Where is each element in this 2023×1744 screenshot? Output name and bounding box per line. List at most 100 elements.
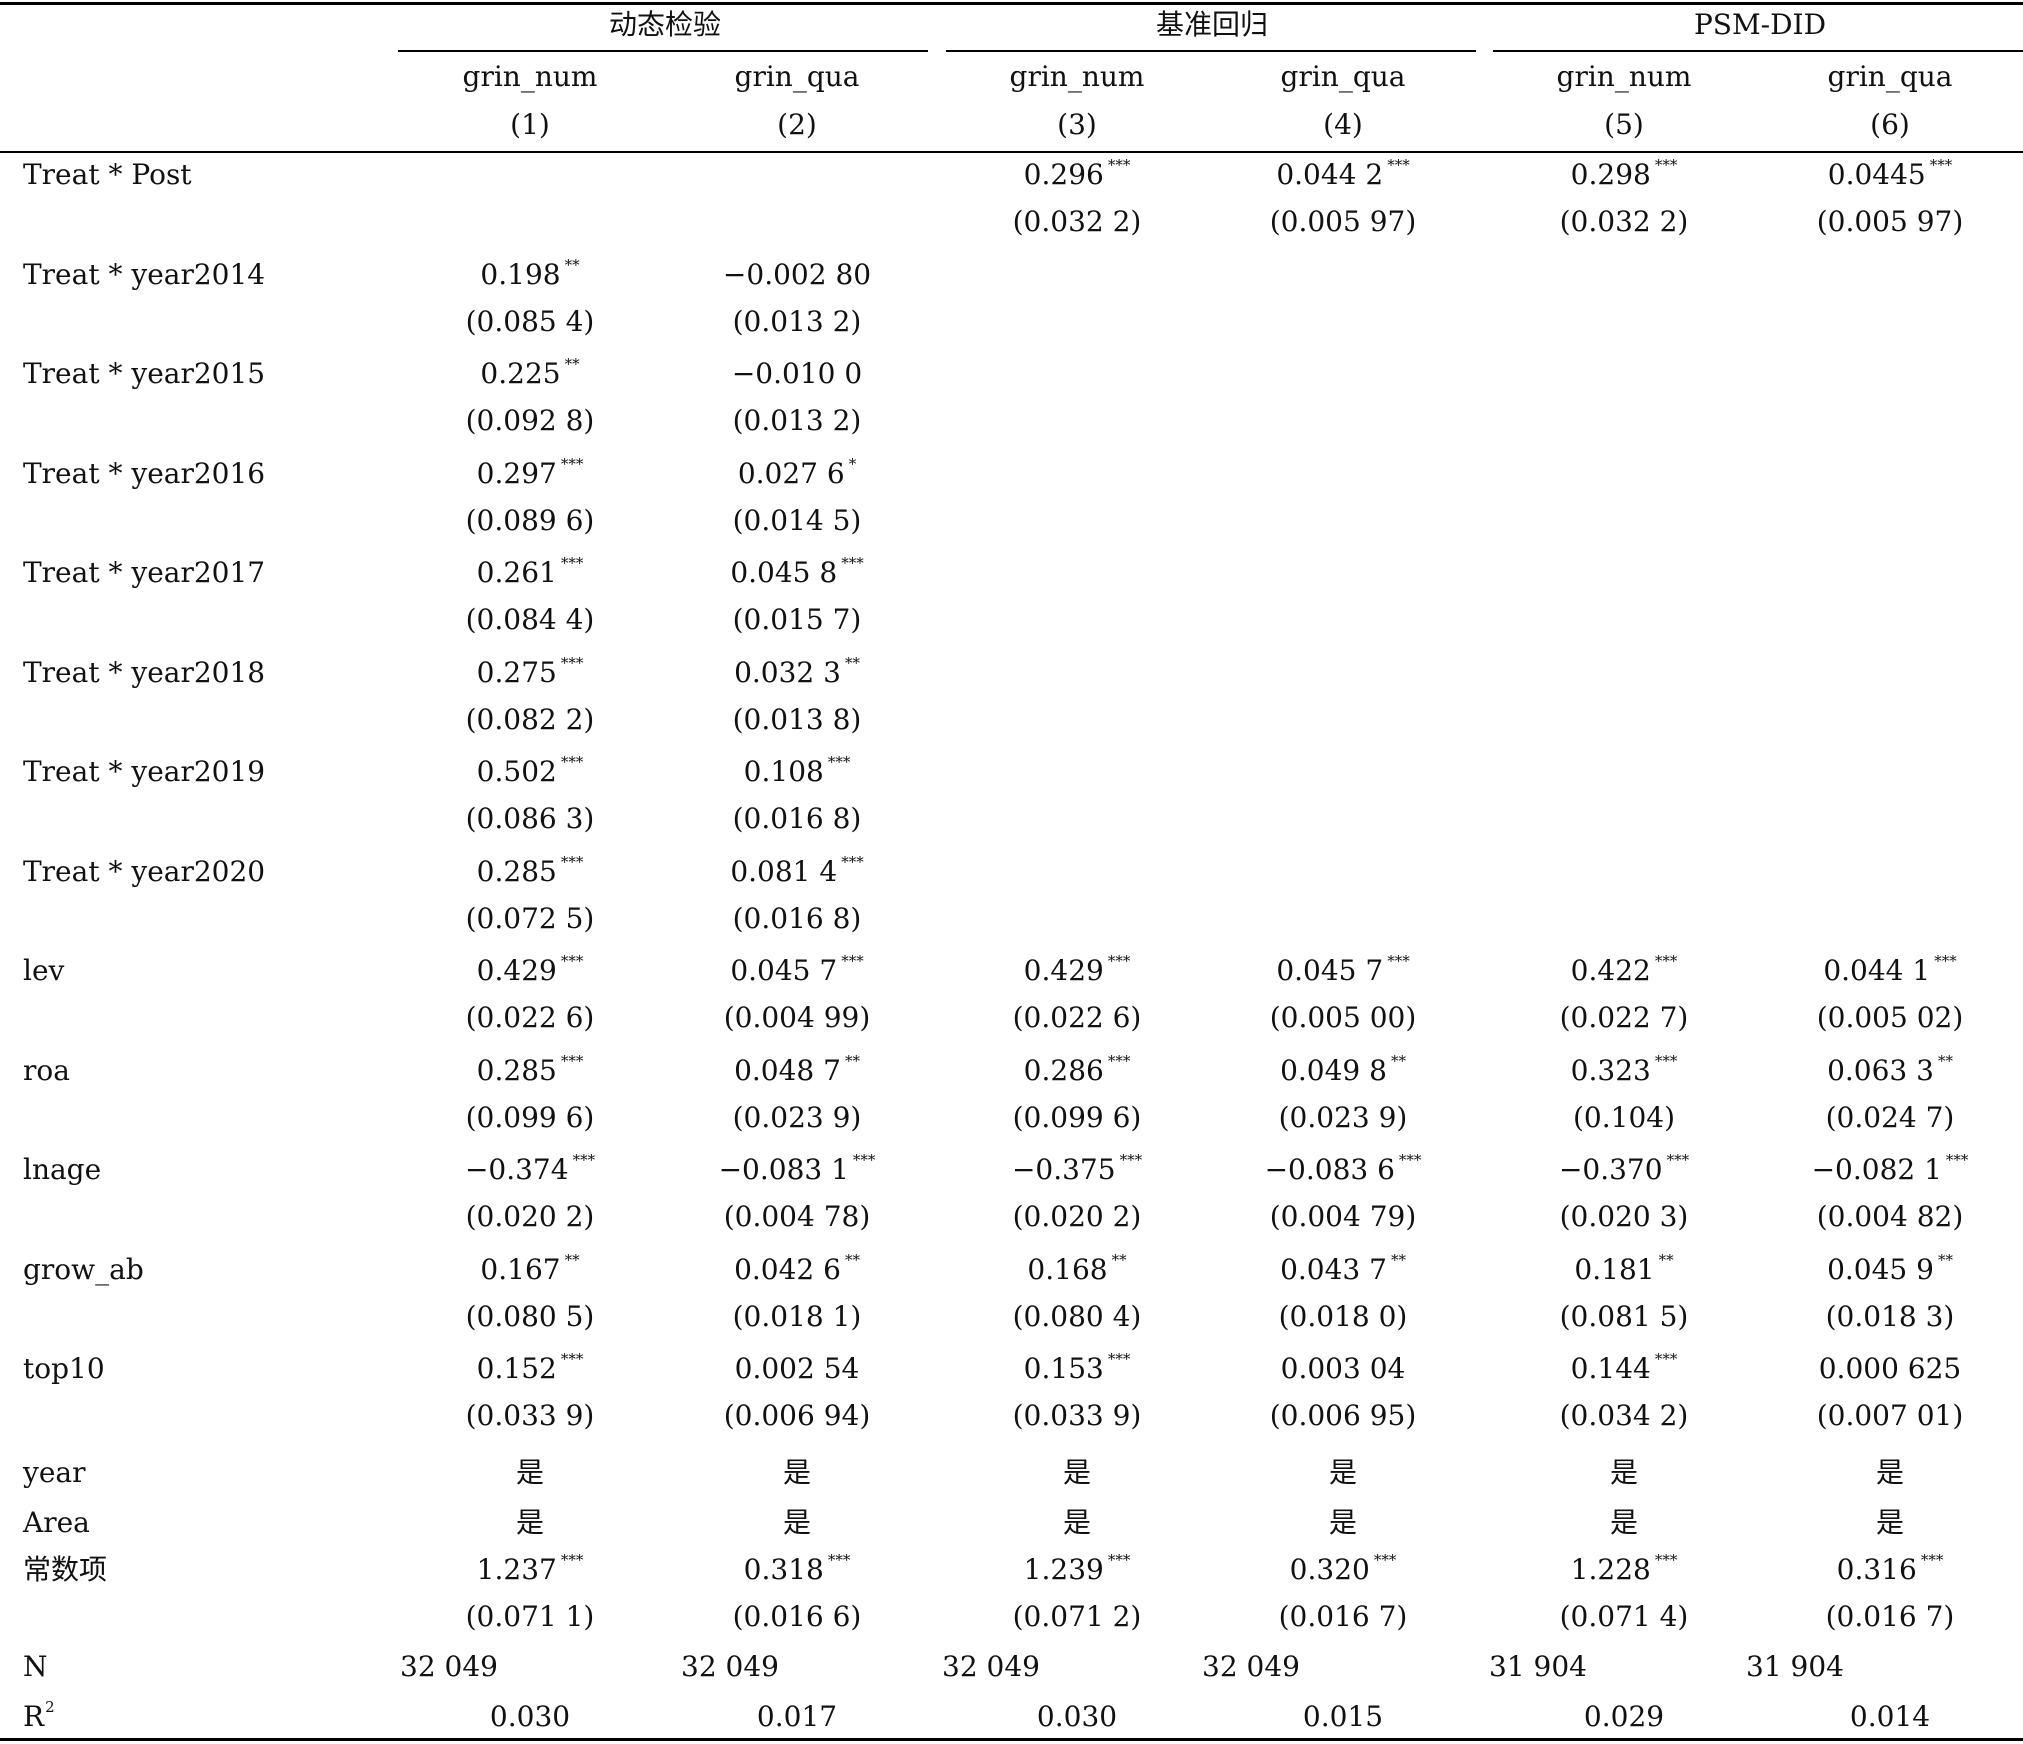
column-num-2: (2) xyxy=(777,108,817,141)
coef-cell: 0.181 ** xyxy=(1574,1251,1673,1291)
significance-stars: *** xyxy=(1654,156,1678,174)
fixed-effect-cell: 是 xyxy=(1062,1506,1092,1539)
significance-stars: *** xyxy=(1654,1051,1678,1070)
std-error-cell: (0.016 8) xyxy=(732,901,862,935)
coef-cell: 0.286 *** xyxy=(1024,1051,1131,1092)
std-error-cell: (0.020 2) xyxy=(465,1200,595,1233)
coef-value: −0.375 xyxy=(1011,1153,1116,1186)
std-error-cell: (0.007 01) xyxy=(1816,1399,1964,1432)
coef-value: 0.045 8 xyxy=(730,556,838,589)
coef-cell: 0.422 *** xyxy=(1570,952,1678,992)
coef-cell: 0.198 ** xyxy=(480,256,579,296)
significance-stars: *** xyxy=(1654,1350,1678,1368)
fixed-effect-cell: 是 xyxy=(1328,1456,1358,1489)
header-rule xyxy=(0,151,2023,153)
coef-value: −0.002 80 xyxy=(722,257,872,291)
coef-value: 0.144 xyxy=(1570,1352,1651,1385)
row-label: year xyxy=(23,1456,86,1489)
std-error-cell: (0.005 97) xyxy=(1816,205,1964,238)
significance-stars: *** xyxy=(1666,1151,1690,1169)
std-error-cell: (0.081 5) xyxy=(1559,1299,1689,1333)
observations-cell: 32 049 xyxy=(681,1650,779,1683)
row-label: Treat * Post xyxy=(23,158,192,191)
std-error-cell: (0.016 7) xyxy=(1825,1600,1955,1633)
coef-cell: 0.285 *** xyxy=(477,1052,584,1092)
std-error-cell: (0.013 8) xyxy=(732,702,862,736)
group-header-psm-did: PSM-DID xyxy=(1693,8,1827,41)
column-var-6: grin_qua xyxy=(1827,60,1953,93)
coef-cell: 0.429 *** xyxy=(477,952,584,992)
significance-stars: * xyxy=(848,454,857,473)
coef-cell: 0.000 625 xyxy=(1819,1352,1962,1386)
row-label: Treat * year2020 xyxy=(23,854,266,888)
group-header-baseline: 基准回归 xyxy=(1155,8,1269,41)
fixed-effect-cell: 是 xyxy=(1609,1506,1639,1539)
coef-cell: 0.0445 *** xyxy=(1828,156,1953,196)
coef-cell: 0.502 *** xyxy=(477,753,584,793)
coef-value: −0.083 6 xyxy=(1264,1153,1395,1186)
std-error-cell: (0.071 4) xyxy=(1559,1600,1689,1633)
coef-cell: 0.045 9 ** xyxy=(1827,1251,1953,1291)
significance-stars: ** xyxy=(1111,1250,1127,1269)
coef-value: 0.275 xyxy=(476,655,557,689)
significance-stars: *** xyxy=(1107,156,1131,174)
coef-value: −0.370 xyxy=(1558,1153,1663,1186)
column-var-3: grin_num xyxy=(1009,60,1145,93)
coef-cell: 0.275 *** xyxy=(476,654,584,694)
significance-stars: *** xyxy=(852,1151,876,1169)
row-label-r2: R2 xyxy=(23,1698,55,1733)
significance-stars: ** xyxy=(1937,1051,1953,1070)
std-error-cell: (0.005 97) xyxy=(1269,205,1417,238)
observations-cell: 32 049 xyxy=(1202,1650,1300,1683)
row-label-constant: 常数项 xyxy=(23,1553,108,1586)
coef-value: 0.422 xyxy=(1570,954,1651,987)
r-squared-cell: 0.029 xyxy=(1583,1700,1665,1733)
std-error-cell: (0.072 5) xyxy=(465,901,595,935)
coef-value: −0.010 0 xyxy=(731,357,863,390)
coef-cell: 0.316 *** xyxy=(1837,1551,1944,1591)
std-error-cell: (0.016 8) xyxy=(732,802,862,835)
coef-cell: 0.167 ** xyxy=(480,1251,579,1291)
std-error-cell: (0.018 3) xyxy=(1825,1299,1955,1333)
significance-stars: *** xyxy=(1929,156,1953,174)
row-label: Treat * year2015 xyxy=(23,357,266,390)
coef-value: 0.045 9 xyxy=(1827,1252,1934,1286)
significance-stars: *** xyxy=(1654,952,1678,970)
coef-value: 0.298 xyxy=(1570,158,1651,191)
significance-stars: *** xyxy=(1107,1051,1131,1070)
coef-value: 0.045 7 xyxy=(1276,954,1384,987)
coef-cell: 0.261 *** xyxy=(477,554,584,594)
coef-value: 1.237 xyxy=(476,1553,557,1586)
std-error-cell: (0.071 1) xyxy=(465,1600,595,1633)
fixed-effect-cell: 是 xyxy=(1875,1506,1905,1539)
std-error-cell: (0.004 78) xyxy=(723,1200,871,1233)
std-error-cell: (0.006 95) xyxy=(1269,1399,1417,1432)
significance-stars: *** xyxy=(1107,952,1131,970)
column-num-5: (5) xyxy=(1604,108,1644,141)
row-label: Treat * year2019 xyxy=(23,755,266,788)
std-error-cell: (0.086 3) xyxy=(465,802,595,835)
std-error-cell: (0.099 6) xyxy=(1012,1100,1142,1134)
coef-cell: −0.083 1 *** xyxy=(719,1151,876,1191)
observations-cell: 31 904 xyxy=(1489,1650,1587,1683)
coef-value: 0.063 3 xyxy=(1827,1053,1934,1087)
significance-stars: *** xyxy=(841,554,864,572)
group-header-dynamic: 动态检验 xyxy=(608,8,722,41)
coef-cell: 0.042 6 ** xyxy=(734,1251,860,1291)
fixed-effect-cell: 是 xyxy=(515,1456,545,1489)
coef-value: 0.429 xyxy=(1023,954,1104,987)
coef-value: 0.285 xyxy=(476,854,557,888)
row-label: roa xyxy=(23,1053,70,1087)
coef-cell: 0.429 *** xyxy=(1023,952,1131,992)
std-error-cell: (0.018 0) xyxy=(1278,1299,1408,1333)
coef-cell: 0.320 *** xyxy=(1290,1551,1397,1591)
significance-stars: *** xyxy=(1654,1551,1678,1569)
coef-cell: 0.002 54 xyxy=(735,1352,860,1386)
coef-cell: 0.063 3 ** xyxy=(1827,1051,1953,1092)
group-underline-baseline xyxy=(946,50,1476,52)
coef-value: 0.225 xyxy=(480,357,561,390)
std-error-cell: (0.013 2) xyxy=(732,304,862,338)
significance-stars: *** xyxy=(560,554,584,572)
std-error-cell: (0.005 00) xyxy=(1269,1001,1417,1034)
coef-value: −0.082 1 xyxy=(1811,1153,1942,1186)
